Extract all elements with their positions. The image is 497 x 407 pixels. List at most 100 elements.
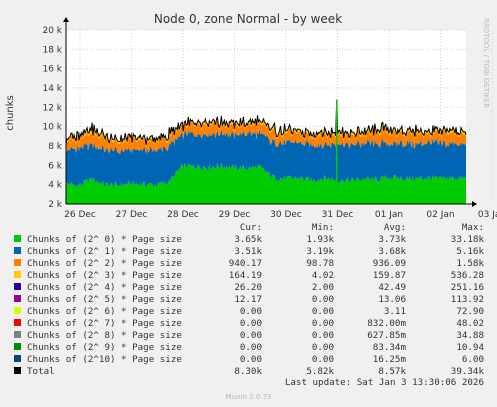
legend-series-name: Chunks of (2^ 9) * Page size bbox=[27, 342, 182, 353]
legend-cur-value: 0.00 bbox=[239, 318, 262, 329]
legend-series-name: Total bbox=[27, 366, 55, 377]
legend-max-value: 1.58k bbox=[456, 258, 484, 269]
legend-series-name: Chunks of (2^ 6) * Page size bbox=[27, 306, 182, 317]
y-axis-arrow bbox=[63, 17, 69, 22]
munin-version: Munin 2.0.73 bbox=[225, 393, 272, 401]
legend-avg-value: 627.85m bbox=[367, 330, 406, 341]
legend-cur-value: 940.17 bbox=[228, 258, 262, 269]
chart-area: Node 0, zone Normal - by week chunks RRD… bbox=[5, 12, 497, 220]
legend-max-value: 6.00 bbox=[461, 354, 484, 365]
legend-max-value: 34.88 bbox=[456, 330, 484, 341]
legend-row: Chunks of (2^ 8) * Page size 0.00 0.00 627.… bbox=[10, 330, 484, 342]
legend-swatch bbox=[14, 343, 21, 350]
legend-min-value: 2.00 bbox=[311, 282, 334, 293]
legend-row: Chunks of (2^10) * Page size 0.00 0.00 16.2… bbox=[10, 354, 484, 366]
legend-cur-value: 26.20 bbox=[234, 282, 262, 293]
legend-avg-value: 16.25m bbox=[372, 354, 406, 365]
legend-min-value: 0.00 bbox=[311, 354, 334, 365]
header-min: Min: bbox=[311, 222, 334, 233]
legend-series-name: Chunks of (2^10) * Page size bbox=[27, 354, 182, 365]
legend-min-value: 3.19k bbox=[306, 246, 334, 257]
y-tick-label: 16 k bbox=[42, 65, 62, 75]
x-tick-label: 26 Dec bbox=[64, 210, 96, 220]
legend-avg-value: 83.34m bbox=[372, 342, 406, 353]
legend-min-value: 0.00 bbox=[311, 306, 334, 317]
legend-row: Chunks of (2^ 6) * Page size 0.00 0.00 3.11… bbox=[10, 306, 484, 318]
legend-series-name: Chunks of (2^ 2) * Page size bbox=[27, 258, 182, 269]
y-tick-label: 2 k bbox=[48, 200, 63, 210]
legend-max-value: 536.28 bbox=[450, 270, 484, 281]
legend-avg-value: 159.87 bbox=[372, 270, 406, 281]
x-tick-label: 01 Jan bbox=[375, 210, 403, 220]
x-tick-label: 31 Dec bbox=[322, 210, 354, 220]
legend-min-value: 4.02 bbox=[311, 270, 334, 281]
y-tick-label: 8 k bbox=[48, 142, 63, 152]
legend-max-value: 33.18k bbox=[450, 234, 484, 245]
legend-swatch bbox=[14, 259, 21, 266]
legend-avg-value: 3.68k bbox=[378, 246, 406, 257]
x-axis-arrow bbox=[472, 201, 477, 207]
legend-series-name: Chunks of (2^ 3) * Page size bbox=[27, 270, 182, 281]
y-tick-label: 14 k bbox=[42, 84, 62, 94]
legend-avg-value: 832.00m bbox=[367, 318, 406, 329]
legend-avg-value: 3.73k bbox=[378, 234, 406, 245]
area-order-2 bbox=[66, 118, 466, 155]
legend-swatch bbox=[14, 283, 21, 290]
legend-max-value: 72.90 bbox=[456, 306, 484, 317]
legend-row: Chunks of (2^ 4) * Page size 26.20 2.00 42.… bbox=[10, 282, 484, 294]
x-tick-labels: 26 Dec 27 Dec 28 Dec 29 Dec 30 Dec 31 Dec 01 J… bbox=[64, 210, 497, 220]
legend-row: Total 8.30k 5.82k 8.57k 39.34k bbox=[10, 366, 484, 378]
legend-avg-value: 8.57k bbox=[378, 366, 406, 377]
chart-title: Node 0, zone Normal - by week bbox=[154, 12, 342, 26]
legend-row: Chunks of (2^ 7) * Page size 0.00 0.00 832.… bbox=[10, 318, 484, 330]
legend-cur-value: 8.30k bbox=[234, 366, 262, 377]
legend-swatch bbox=[14, 331, 21, 338]
legend-swatch bbox=[14, 295, 21, 302]
legend-avg-value: 936.09 bbox=[372, 258, 406, 269]
legend-max-value: 39.34k bbox=[450, 366, 484, 377]
legend-row: Chunks of (2^ 1) * Page size 3.51k 3.19k 3.… bbox=[10, 246, 484, 258]
area-order-0 bbox=[66, 162, 466, 204]
legend-max-value: 5.16k bbox=[456, 246, 484, 257]
axes bbox=[63, 17, 477, 207]
legend-swatch bbox=[14, 355, 21, 362]
legend-row: Chunks of (2^ 5) * Page size 12.17 0.00 13.… bbox=[10, 294, 484, 306]
legend-swatch bbox=[14, 319, 21, 326]
legend-avg-value: 42.49 bbox=[378, 282, 406, 293]
legend-series-name: Chunks of (2^ 8) * Page size bbox=[27, 330, 182, 341]
legend-header-row: Cur: Min: Avg: Max: bbox=[10, 222, 484, 234]
legend-max-value: 113.92 bbox=[450, 294, 484, 305]
legend-swatch bbox=[14, 367, 21, 374]
legend-series-name: Chunks of (2^ 0) * Page size bbox=[27, 234, 182, 245]
legend-swatch bbox=[14, 271, 21, 278]
legend-min-value: 0.00 bbox=[311, 318, 334, 329]
y-tick-label: 18 k bbox=[42, 45, 62, 55]
legend-cur-value: 164.19 bbox=[228, 270, 262, 281]
rrdtool-credit: RRDTOOL / TOBI OETIKER bbox=[482, 18, 490, 108]
legend-min-value: 0.00 bbox=[311, 294, 334, 305]
legend-avg-value: 3.11 bbox=[383, 306, 406, 317]
legend-cur-value: 3.51k bbox=[234, 246, 262, 257]
legend-row: Chunks of (2^ 3) * Page size 164.19 4.02 15… bbox=[10, 270, 484, 282]
legend-row: Chunks of (2^ 0) * Page size 3.65k 1.93k 3.… bbox=[10, 234, 484, 246]
legend-cur-value: 0.00 bbox=[239, 306, 262, 317]
last-update: Last update: Sat Jan 3 13:30:06 2026 bbox=[284, 377, 484, 388]
x-tick-label: 27 Dec bbox=[116, 210, 148, 220]
legend-cur-value: 0.00 bbox=[239, 342, 262, 353]
x-tick-label: 28 Dec bbox=[167, 210, 199, 220]
y-tick-label: 6 k bbox=[48, 161, 63, 171]
y-tick-labels: 2 k 4 k 6 k 8 k 10 k 12 k 14 k 16 k 18 k 20 k bbox=[42, 26, 62, 210]
legend-cur-value: 12.17 bbox=[234, 294, 262, 305]
y-axis-label: chunks bbox=[5, 95, 16, 131]
legend-cur-value: 3.65k bbox=[234, 234, 262, 245]
legend-cur-value: 0.00 bbox=[239, 330, 262, 341]
area-order-1 bbox=[66, 128, 466, 189]
legend-series-name: Chunks of (2^ 5) * Page size bbox=[27, 294, 182, 305]
legend-min-value: 0.00 bbox=[311, 342, 334, 353]
legend-row: Chunks of (2^ 9) * Page size 0.00 0.00 83.3… bbox=[10, 342, 484, 354]
legend-min-value: 0.00 bbox=[311, 330, 334, 341]
legend-min-value: 98.78 bbox=[306, 258, 334, 269]
legend-row: Chunks of (2^ 2) * Page size 940.17 98.78 9… bbox=[10, 258, 484, 270]
legend-swatch bbox=[14, 247, 21, 254]
legend-min-value: 1.93k bbox=[306, 234, 334, 245]
